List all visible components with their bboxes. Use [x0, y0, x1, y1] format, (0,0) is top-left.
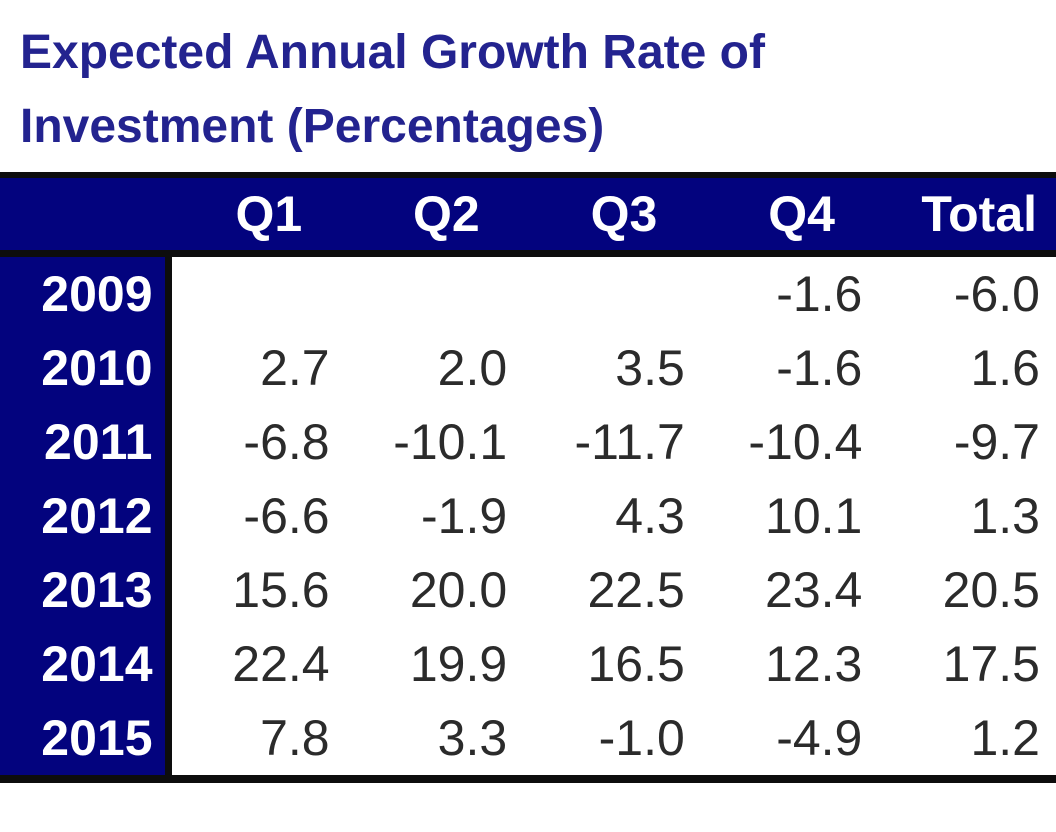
value-cell: 7.8 [168, 701, 346, 779]
value-cell: 22.5 [523, 553, 701, 627]
value-cell: 12.3 [700, 627, 879, 701]
table-row: 2011 -6.8 -10.1 -11.7 -10.4 -9.7 [0, 405, 1056, 479]
column-header-q1: Q1 [168, 175, 346, 257]
year-cell: 2009 [0, 253, 172, 331]
table-header: Q1 Q2 Q3 Q4 Total [0, 175, 1056, 257]
value-cell: 23.4 [700, 553, 879, 627]
table-row: 2013 15.6 20.0 22.5 23.4 20.5 [0, 553, 1056, 627]
growth-rate-table: Q1 Q2 Q3 Q4 Total 2009 -1.6 -6.0 2010 2.… [0, 172, 1056, 783]
table-body: 2009 -1.6 -6.0 2010 2.7 2.0 3.5 -1.6 1.6… [0, 253, 1056, 779]
value-cell: 20.0 [345, 553, 524, 627]
year-cell: 2011 [0, 405, 172, 479]
value-cell: 17.5 [878, 627, 1056, 701]
value-cell: -6.6 [168, 479, 346, 553]
column-header-total: Total [878, 175, 1056, 257]
value-cell: 4.3 [523, 479, 701, 553]
header-row: Q1 Q2 Q3 Q4 Total [0, 175, 1056, 257]
value-cell: 1.2 [878, 701, 1056, 779]
value-cell: 3.3 [345, 701, 524, 779]
page-title: Expected Annual Growth Rate of Investmen… [20, 26, 765, 153]
column-header-q3: Q3 [523, 175, 701, 257]
value-cell [168, 253, 346, 331]
value-cell: -1.0 [523, 701, 701, 779]
value-cell: 22.4 [168, 627, 346, 701]
value-cell: -1.6 [700, 253, 879, 331]
value-cell: -1.9 [345, 479, 524, 553]
corner-cell [0, 175, 168, 257]
table-row: 2015 7.8 3.3 -1.0 -4.9 1.2 [0, 701, 1056, 779]
value-cell: 1.6 [878, 331, 1056, 405]
value-cell: 2.7 [168, 331, 346, 405]
value-cell [345, 253, 524, 331]
year-cell: 2015 [0, 701, 172, 779]
page: Expected Annual Growth Rate of Investmen… [0, 16, 1056, 832]
value-cell: -6.0 [878, 253, 1056, 331]
value-cell [523, 253, 701, 331]
column-header-q2: Q2 [345, 175, 524, 257]
year-cell: 2014 [0, 627, 172, 701]
value-cell: -6.8 [168, 405, 346, 479]
year-cell: 2013 [0, 553, 172, 627]
value-cell: 2.0 [345, 331, 524, 405]
value-cell: 19.9 [345, 627, 524, 701]
value-cell: -10.4 [700, 405, 879, 479]
table-row: 2009 -1.6 -6.0 [0, 253, 1056, 331]
value-cell: -10.1 [345, 405, 524, 479]
value-cell: 15.6 [168, 553, 346, 627]
value-cell: -11.7 [523, 405, 701, 479]
column-header-q4: Q4 [700, 175, 879, 257]
year-cell: 2010 [0, 331, 172, 405]
value-cell: 16.5 [523, 627, 701, 701]
value-cell: -9.7 [878, 405, 1056, 479]
table-row: 2010 2.7 2.0 3.5 -1.6 1.6 [0, 331, 1056, 405]
value-cell: 20.5 [878, 553, 1056, 627]
value-cell: 1.3 [878, 479, 1056, 553]
table-row: 2012 -6.6 -1.9 4.3 10.1 1.3 [0, 479, 1056, 553]
value-cell: 3.5 [523, 331, 701, 405]
table-row: 2014 22.4 19.9 16.5 12.3 17.5 [0, 627, 1056, 701]
year-cell: 2012 [0, 479, 172, 553]
value-cell: 10.1 [700, 479, 879, 553]
value-cell: -4.9 [700, 701, 879, 779]
value-cell: -1.6 [700, 331, 879, 405]
